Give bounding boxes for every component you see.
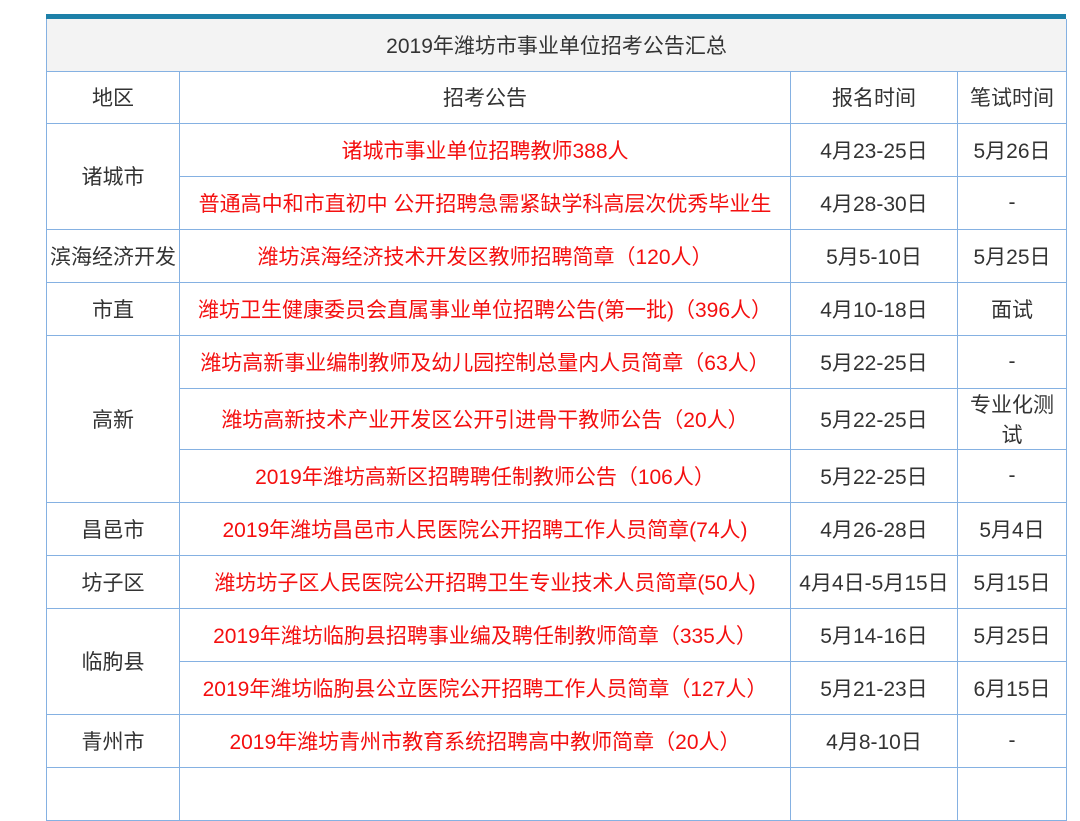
region-cell: 滨海经济开发 — [46, 228, 180, 283]
column-header-region: 地区 — [46, 70, 180, 124]
exam-time-cell: 专业化测试 — [956, 387, 1068, 450]
registration-time-cell: 5月21-23日 — [790, 660, 958, 715]
announcement-link[interactable]: 2019年潍坊高新区招聘聘任制教师公告（106人） — [179, 448, 791, 503]
announcement-link[interactable]: 诸城市事业单位招聘教师388人 — [179, 122, 791, 177]
column-header-announcement: 招考公告 — [179, 70, 791, 124]
table-row: 2019年潍坊临朐县公立医院公开招聘工作人员简章（127人） 5月21-23日 6月… — [47, 660, 1068, 715]
announcement-sheet: 2019年潍坊市事业单位招考公告汇总 地区 招考公告 报名时间 笔试时间 诸城市… — [45, 14, 1068, 821]
exam-time-cell: 5月25日 — [956, 607, 1068, 662]
page: { "colors": { "accent_bar": "#1d80a8", "… — [45, 14, 1068, 821]
exam-time-cell: 面试 — [956, 281, 1068, 336]
region-cell: 高新 — [46, 334, 180, 503]
registration-time-cell: 4月28-30日 — [790, 175, 958, 230]
table-row: 潍坊高新技术产业开发区公开引进骨干教师公告（20人） 5月22-25日 专业化测试 — [47, 387, 1068, 450]
region-cell: 昌邑市 — [46, 501, 180, 556]
announcement-link[interactable]: 潍坊高新技术产业开发区公开引进骨干教师公告（20人） — [179, 387, 791, 450]
announcement-link[interactable]: 2019年潍坊昌邑市人民医院公开招聘工作人员简章(74人) — [179, 501, 791, 556]
announcement-link[interactable]: 潍坊高新事业编制教师及幼儿园控制总量内人员简章（63人） — [179, 334, 791, 389]
table-row: 市直 潍坊卫生健康委员会直属事业单位招聘公告(第一批)（396人） 4月10-18日… — [46, 281, 1068, 336]
exam-time-cell: - — [956, 448, 1068, 503]
registration-time-cell: 4月23-25日 — [790, 122, 958, 177]
table-title-row: 2019年潍坊市事业单位招考公告汇总 — [45, 19, 1068, 72]
region-cell: 临朐县 — [46, 607, 180, 715]
exam-time-cell: - — [956, 175, 1068, 230]
exam-time-cell: 5月15日 — [956, 554, 1068, 609]
exam-time-cell: 5月25日 — [956, 228, 1068, 283]
table-row: 临朐县 2019年潍坊临朐县招聘事业编及聘任制教师简章（335人） 5月14-16日… — [46, 607, 1068, 715]
table-row: 滨海经济开发 潍坊滨海经济技术开发区教师招聘简章（120人） 5月5-10日 5月25… — [46, 228, 1068, 283]
column-header-exam-time: 笔试时间 — [956, 70, 1068, 124]
exam-time-cell: - — [956, 334, 1068, 389]
exam-time-cell: 5月4日 — [956, 501, 1068, 556]
exam-time-cell: 5月26日 — [956, 122, 1068, 177]
registration-time-cell: 5月22-25日 — [790, 387, 958, 450]
announcement-link — [179, 766, 791, 821]
announcement-link[interactable]: 2019年潍坊青州市教育系统招聘高中教师简章（20人） — [179, 713, 791, 768]
registration-time-cell: 4月8-10日 — [790, 713, 958, 768]
registration-time-cell: 5月14-16日 — [790, 607, 958, 662]
announcement-link[interactable]: 潍坊卫生健康委员会直属事业单位招聘公告(第一批)（396人） — [179, 281, 791, 336]
announcement-link[interactable]: 普通高中和市直初中 公开招聘急需紧缺学科高层次优秀毕业生 — [179, 175, 791, 230]
region-cell: 青州市 — [46, 713, 180, 768]
registration-time-cell — [790, 766, 958, 821]
region-cell: 市直 — [46, 281, 180, 336]
table-row — [46, 766, 1068, 821]
region-cell — [46, 766, 180, 821]
registration-time-cell: 5月22-25日 — [790, 448, 958, 503]
registration-time-cell: 4月4日-5月15日 — [790, 554, 958, 609]
registration-time-cell: 4月10-18日 — [790, 281, 958, 336]
exam-time-cell: 6月15日 — [956, 660, 1068, 715]
announcement-link[interactable]: 2019年潍坊临朐县公立医院公开招聘工作人员简章（127人） — [179, 660, 791, 715]
column-header-reg-time: 报名时间 — [790, 70, 958, 124]
announcement-link[interactable]: 潍坊滨海经济技术开发区教师招聘简章（120人） — [179, 228, 791, 283]
registration-time-cell: 5月5-10日 — [790, 228, 958, 283]
registration-time-cell: 5月22-25日 — [790, 334, 958, 389]
table-title: 2019年潍坊市事业单位招考公告汇总 — [45, 19, 1068, 72]
exam-time-cell — [956, 766, 1068, 821]
accent-bar — [46, 14, 1066, 19]
table-row: 青州市 2019年潍坊青州市教育系统招聘高中教师简章（20人） 4月8-10日 - — [46, 713, 1068, 768]
registration-time-cell: 4月26-28日 — [790, 501, 958, 556]
table-row: 坊子区 潍坊坊子区人民医院公开招聘卫生专业技术人员简章(50人) 4月4日-5月15… — [46, 554, 1068, 609]
announcement-link[interactable]: 潍坊坊子区人民医院公开招聘卫生专业技术人员简章(50人) — [179, 554, 791, 609]
recruitment-table: 2019年潍坊市事业单位招考公告汇总 地区 招考公告 报名时间 笔试时间 诸城市… — [45, 19, 1068, 821]
table-row: 昌邑市 2019年潍坊昌邑市人民医院公开招聘工作人员简章(74人) 4月26-28日… — [46, 501, 1068, 556]
table-row: 2019年潍坊高新区招聘聘任制教师公告（106人） 5月22-25日 - — [47, 448, 1068, 503]
table-body: 诸城市 诸城市事业单位招聘教师388人 4月23-25日 5月26日 普通高中和市直初中… — [46, 122, 1068, 821]
region-cell: 诸城市 — [46, 122, 180, 230]
table-row: 高新 潍坊高新事业编制教师及幼儿园控制总量内人员简章（63人） 5月22-25日 - — [46, 334, 1068, 503]
table-header-row: 地区 招考公告 报名时间 笔试时间 — [46, 70, 1068, 124]
exam-time-cell: - — [956, 713, 1068, 768]
region-cell: 坊子区 — [46, 554, 180, 609]
announcement-link[interactable]: 2019年潍坊临朐县招聘事业编及聘任制教师简章（335人） — [179, 607, 791, 662]
table-row: 诸城市 诸城市事业单位招聘教师388人 4月23-25日 5月26日 — [46, 122, 1068, 230]
table-row: 普通高中和市直初中 公开招聘急需紧缺学科高层次优秀毕业生 4月28-30日 - — [47, 175, 1068, 230]
